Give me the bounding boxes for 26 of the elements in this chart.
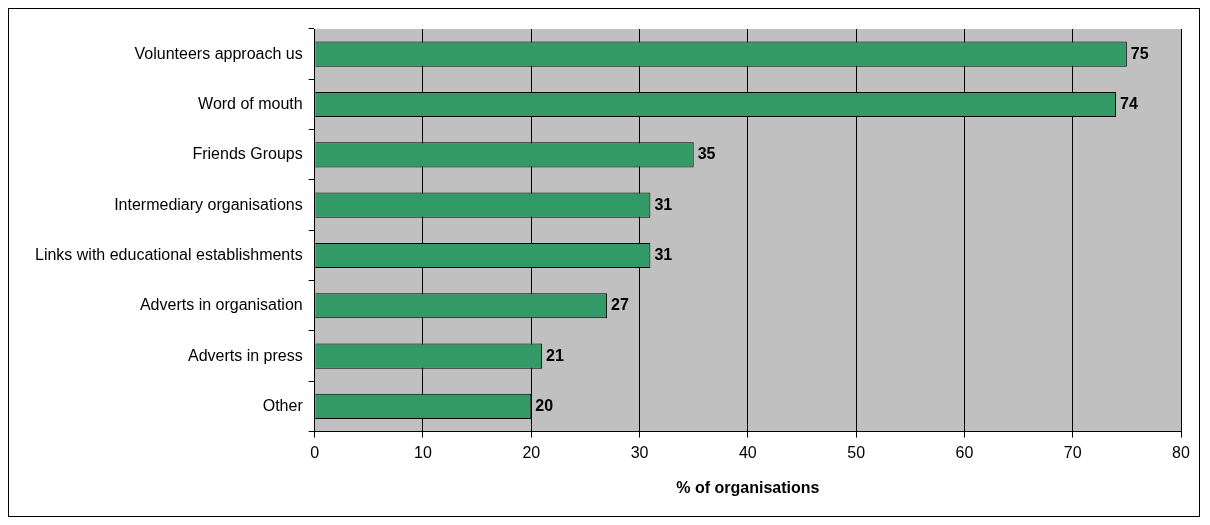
x-tick-label: 0 [310, 443, 320, 461]
x-tick-label: 30 [630, 443, 649, 461]
data-label: 74 [1120, 94, 1138, 112]
data-label: 31 [654, 195, 673, 213]
x-tick-label: 80 [1172, 443, 1190, 461]
data-label: 20 [535, 396, 554, 414]
x-tick-label: 60 [955, 443, 974, 461]
x-tick-label: 70 [1063, 443, 1082, 461]
data-label: 21 [546, 346, 564, 364]
x-tick-label: 50 [847, 443, 866, 461]
x-tick-label: 20 [522, 443, 541, 461]
y-tick-label: Word of mouth [198, 94, 303, 112]
y-tick-label: Intermediary organisations [114, 195, 303, 213]
data-label: 35 [697, 145, 716, 163]
data-label: 31 [654, 245, 673, 263]
x-axis-title: % of organisations [676, 478, 820, 496]
data-label: 27 [611, 296, 629, 314]
y-tick-label: Friends Groups [192, 145, 303, 163]
y-tick-label: Adverts in press [187, 346, 303, 364]
y-tick-label: Adverts in organisation [139, 296, 303, 314]
data-label: 75 [1130, 44, 1149, 62]
x-tick-label: 10 [414, 443, 432, 461]
y-tick-label: Other [262, 396, 304, 414]
x-tick-label: 40 [738, 443, 757, 461]
y-tick-label: Volunteers approach us [134, 44, 303, 62]
y-tick-label: Links with educational establishments [35, 245, 303, 263]
